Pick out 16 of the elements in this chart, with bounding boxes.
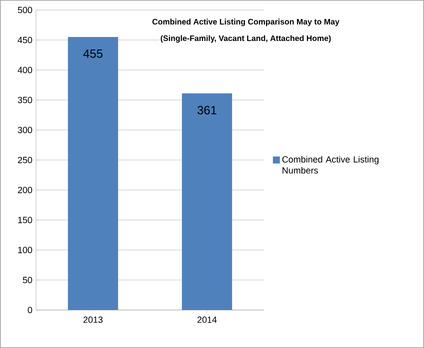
- y-tick-label: 300: [18, 126, 32, 134]
- y-tick-label: 250: [18, 156, 32, 164]
- x-tick-label: 2013: [83, 316, 103, 323]
- data-label: 455: [83, 50, 102, 58]
- data-label: 361: [197, 106, 216, 114]
- y-tick-label: 450: [18, 36, 32, 44]
- y-tick-label: 500: [18, 6, 32, 14]
- y-tick-label: 200: [18, 186, 32, 194]
- legend-label: Combined Active Listing Numbers: [282, 156, 378, 174]
- y-tick-label: 150: [18, 216, 32, 224]
- y-tick-label: 350: [18, 96, 32, 104]
- y-tick-label: 100: [18, 246, 32, 254]
- x-tick-label: 2014: [197, 316, 217, 323]
- y-tick-label: 50: [22, 276, 32, 284]
- y-tick-label: 400: [18, 66, 32, 74]
- y-tick-label: 0: [28, 306, 32, 314]
